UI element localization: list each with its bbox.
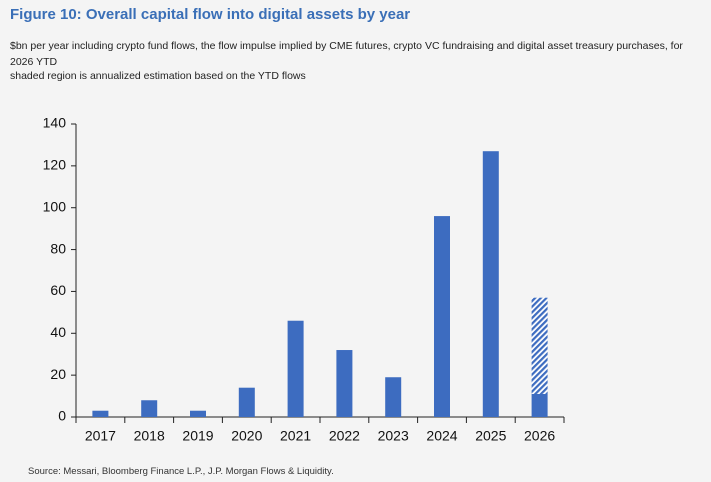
x-tick-label: 2020 <box>231 428 262 444</box>
bar <box>92 410 109 417</box>
chart-source: Source: Messari, Bloomberg Finance L.P.,… <box>28 466 334 477</box>
chart-title: Figure 10: Overall capital flow into dig… <box>10 6 411 23</box>
x-tick-label: 2023 <box>378 428 409 444</box>
y-tick-label: 120 <box>43 157 67 173</box>
bar <box>482 151 499 417</box>
bar <box>141 400 158 417</box>
x-tick-label: 2019 <box>182 428 213 444</box>
bar <box>238 387 255 417</box>
x-tick-label: 2022 <box>329 428 360 444</box>
bar <box>287 320 304 417</box>
bar <box>190 410 206 417</box>
y-tick-label: 60 <box>50 282 66 298</box>
chart-subtitle: $bn per year including crypto fund flows… <box>10 40 683 68</box>
y-tick-label: 20 <box>50 366 66 382</box>
x-tick-label: 2018 <box>134 428 165 444</box>
chart-note: shaded region is annualized estimation b… <box>10 70 306 82</box>
bar <box>531 297 548 394</box>
y-tick-label: 0 <box>58 408 66 424</box>
bar <box>434 216 450 417</box>
x-tick-label: 2026 <box>524 428 555 444</box>
x-tick-label: 2017 <box>85 428 116 444</box>
chart: 0 20 40 60 80 100 120 140 2017 2018 2019 2020 2021 20… <box>43 115 565 444</box>
bar <box>336 350 353 417</box>
bar <box>385 377 402 417</box>
y-tick-label: 100 <box>43 198 67 214</box>
x-tick-label: 2025 <box>475 428 506 444</box>
y-tick-label: 80 <box>50 240 66 256</box>
x-tick-label: 2021 <box>280 428 311 444</box>
x-tick-label: 2024 <box>426 428 457 444</box>
y-tick-label: 40 <box>50 324 66 340</box>
y-tick-label: 140 <box>43 115 67 131</box>
bar <box>531 393 548 417</box>
